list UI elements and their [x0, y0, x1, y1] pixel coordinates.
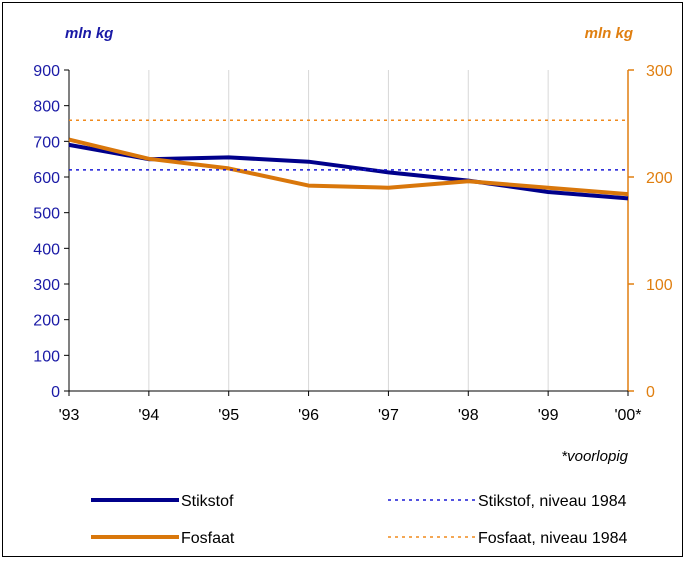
legend: Stikstof Fosfaat Stikstof, niveau 1984 Fosf… — [91, 493, 628, 547]
left-tick-label: 900 — [33, 63, 60, 80]
x-tick-label: '94 — [138, 407, 159, 424]
x-tick-label: '98 — [458, 407, 479, 424]
left-tick-label: 500 — [33, 206, 60, 223]
series-line — [68, 137, 629, 197]
left-tick-label: 200 — [33, 313, 60, 330]
line-chart: mln kg mln kg 0 100 200 300 400 500 600 700 800 9… — [33, 25, 673, 547]
legend-label: Fosfaat — [181, 530, 235, 547]
left-axis-ticks: 0 100 200 300 400 500 600 700 800 900 — [33, 63, 69, 401]
x-tick-label: '97 — [378, 407, 399, 424]
right-tick-label: 0 — [646, 384, 655, 401]
right-tick-label: 200 — [646, 170, 673, 187]
axes — [68, 70, 629, 392]
legend-label: Stikstof, niveau 1984 — [478, 493, 627, 510]
x-tick-label: '95 — [218, 407, 239, 424]
left-tick-label: 100 — [33, 348, 60, 365]
footnote: *voorlopig — [561, 448, 628, 465]
left-axis-unit: mln kg — [65, 25, 113, 42]
x-tick-label: '93 — [59, 407, 80, 424]
left-tick-label: 0 — [51, 384, 60, 401]
left-tick-label: 700 — [33, 134, 60, 151]
legend-label: Fosfaat, niveau 1984 — [478, 530, 628, 547]
series-lines — [68, 119, 629, 201]
right-tick-label: 100 — [646, 277, 673, 294]
left-tick-label: 400 — [33, 241, 60, 258]
right-axis-ticks: 0 100 200 300 — [628, 63, 673, 401]
x-tick-label: '96 — [298, 407, 319, 424]
x-tick-label: '99 — [538, 407, 559, 424]
grid-lines — [148, 70, 629, 391]
x-axis-ticks: '93 '94 '95 '96 '97 '98 '99 '00* — [59, 391, 642, 424]
left-tick-label: 800 — [33, 99, 60, 116]
right-tick-label: 300 — [646, 63, 673, 80]
x-tick-label: '00* — [614, 407, 641, 424]
left-tick-label: 300 — [33, 277, 60, 294]
left-tick-label: 600 — [33, 170, 60, 187]
right-axis-unit: mln kg — [585, 25, 633, 42]
legend-label: Stikstof — [181, 493, 234, 510]
series-line — [68, 142, 629, 201]
